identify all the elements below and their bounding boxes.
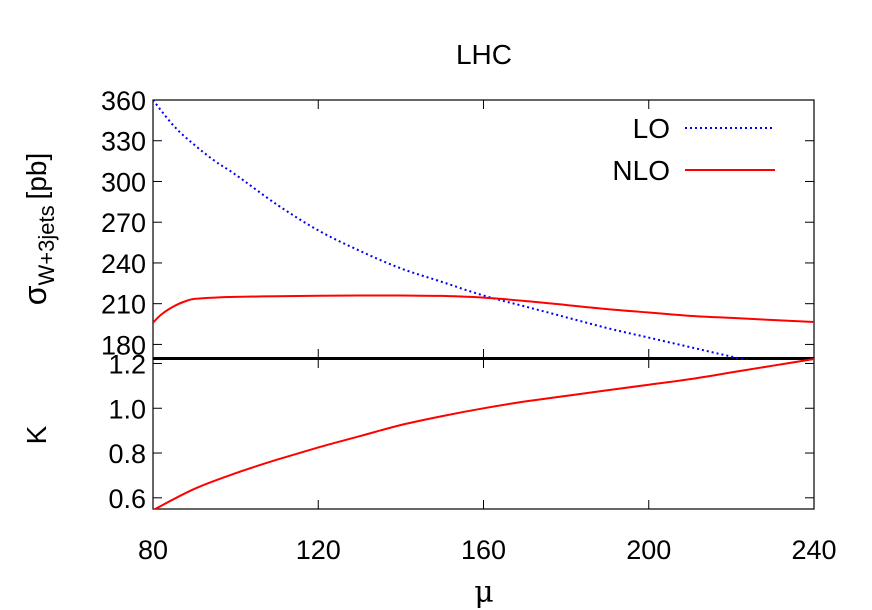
- xtick-label: 200: [626, 535, 671, 565]
- chart-title: LHC: [456, 39, 512, 70]
- legend-label-lo: LO: [633, 113, 670, 144]
- upper-plot-frame: [152, 99, 815, 359]
- xtick-label: 160: [461, 535, 506, 565]
- upper-ytick-label: 360: [101, 86, 146, 116]
- upper-ticks: 180 210 240 270 300 330 360: [101, 86, 814, 360]
- lower-ticks: 0.6 0.8 1.0 1.2: [108, 349, 814, 514]
- ylabel-symbol: σ: [17, 285, 53, 305]
- lower-plot-frame: [152, 358, 815, 510]
- lower-ylabel: K: [21, 425, 52, 444]
- legend-label-nlo: NLO: [612, 155, 670, 186]
- lo-series-line: [153, 100, 751, 360]
- lower-ytick-label: 0.6: [108, 484, 146, 514]
- xtick-label: 120: [296, 535, 341, 565]
- ylabel-unit: [pb]: [21, 153, 52, 200]
- upper-ytick-label: 330: [101, 127, 146, 157]
- k-factor-line: [153, 358, 814, 509]
- nlo-series-line: [153, 294, 814, 324]
- upper-ytick-label: 240: [101, 249, 146, 279]
- ylabel-subscript: W+3jets: [34, 205, 59, 285]
- upper-ytick-label: 270: [101, 208, 146, 238]
- x-ticks: 80 120 160 200 240: [138, 100, 837, 565]
- lower-series: [153, 358, 814, 509]
- upper-ylabel: σW+3jets [pb]: [17, 153, 59, 306]
- xtick-label: 80: [138, 535, 168, 565]
- upper-ytick-label: 180: [101, 330, 146, 360]
- lower-ytick-label: 0.8: [108, 439, 146, 469]
- upper-ytick-label: 210: [101, 290, 146, 320]
- xtick-label: 240: [791, 535, 836, 565]
- svg-text:σW+3jets[pb]: σW+3jets [pb]: [17, 153, 59, 306]
- upper-series: [153, 100, 814, 360]
- legend: LO NLO: [612, 113, 775, 186]
- xlabel: μ: [474, 575, 494, 610]
- lower-ytick-label: 1.2: [108, 349, 146, 379]
- upper-ytick-label: 300: [101, 167, 146, 197]
- lower-ytick-label: 1.0: [108, 394, 146, 424]
